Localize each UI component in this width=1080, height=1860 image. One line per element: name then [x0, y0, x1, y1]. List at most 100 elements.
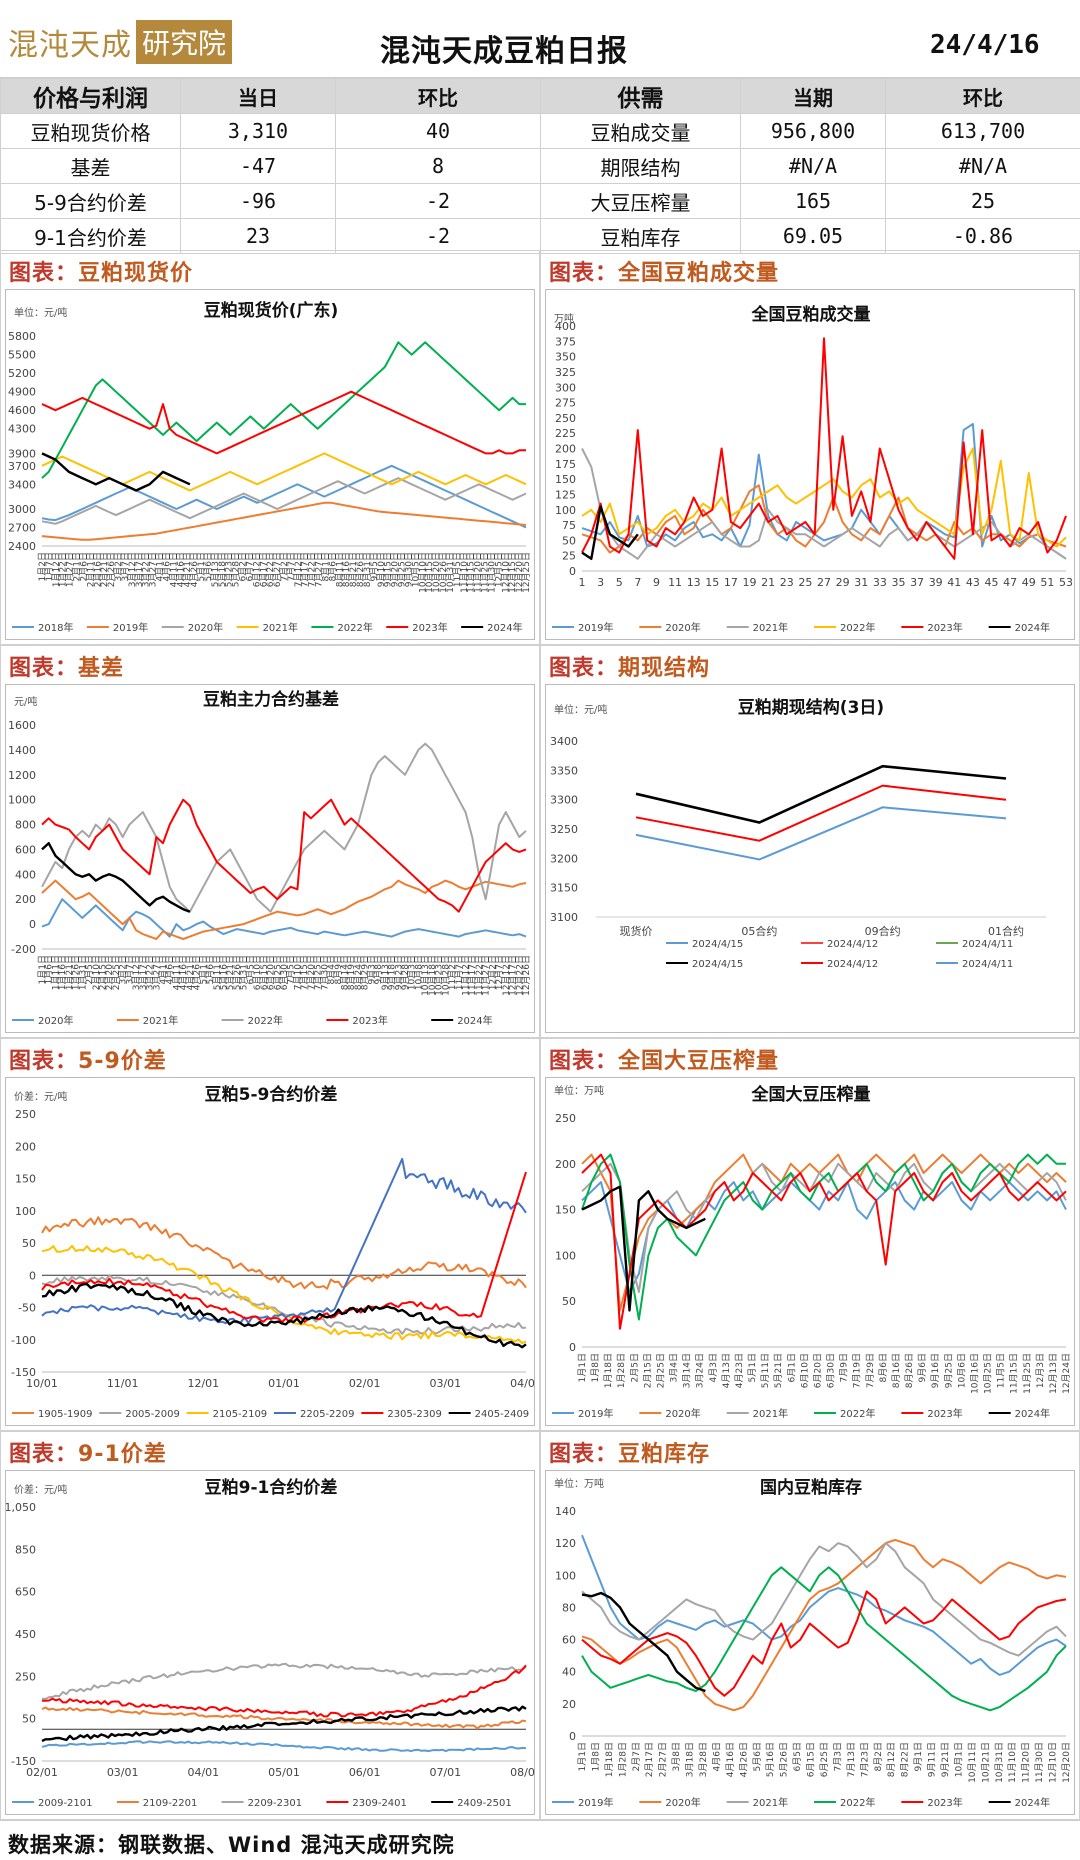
- kpi-change: 25: [885, 183, 1080, 219]
- y-tick-label: 800: [15, 819, 36, 832]
- x-tick-label: 8月29日: [360, 955, 371, 990]
- x-tick-label: 8月16日: [891, 1353, 902, 1388]
- y-tick-label: 100: [555, 504, 576, 517]
- data-source: 数据来源：钢联数据、Wind 混沌天成研究院: [8, 1833, 455, 1857]
- legend-label: 2022年: [248, 1014, 283, 1027]
- x-tick-label: 23: [780, 576, 794, 589]
- x-tick-label: 4月11日: [171, 955, 182, 990]
- y-tick-label: -150: [11, 1366, 36, 1379]
- legend-label: 2020年: [665, 1407, 700, 1420]
- x-tick-label: 1月16日: [57, 955, 68, 990]
- x-tick-label: 05/01: [268, 1766, 300, 1779]
- series-line: [635, 764, 1007, 824]
- legend-label: 2019年: [578, 621, 613, 634]
- legend-label: 2205-2209: [300, 1409, 355, 1420]
- x-tick-label: 31: [854, 576, 868, 589]
- y-tick-label: 5500: [8, 349, 36, 362]
- y-tick-label: 3000: [8, 503, 36, 516]
- series-line: [41, 1274, 527, 1335]
- x-tick-label: 1月7日: [44, 552, 55, 581]
- x-tick-label: 5月31日: [239, 955, 250, 990]
- x-tick-label: 3月28日: [698, 1742, 709, 1777]
- x-tick-label: 02/01: [26, 1766, 58, 1779]
- x-tick-label: 8月12日: [886, 1742, 897, 1777]
- panel-title: 图表：全国豆粕成交量: [549, 261, 780, 286]
- x-tick-label: 8月4日: [326, 955, 337, 984]
- report-date: 24/4/16: [930, 30, 1040, 60]
- term-structure-chart: 豆粕期现结构(3日) 单位：元/吨 3100 3150 3200 3250 3300 3350…: [550, 697, 1046, 970]
- legend-label: 2021年: [263, 621, 298, 634]
- legend-label: 2023年: [412, 621, 447, 634]
- x-tick-label: 37: [910, 576, 924, 589]
- y-tick-label: 50: [22, 1713, 36, 1726]
- y-tick-label: 400: [15, 868, 36, 881]
- x-tick-label: 1月31日: [77, 955, 88, 990]
- x-tick-label: 4月6日: [161, 552, 172, 581]
- x-tick-label: 11月7日: [454, 955, 465, 990]
- series-line: [41, 1171, 527, 1324]
- x-tick-label: 3月27日: [151, 955, 162, 990]
- kpi-value: 23: [180, 218, 336, 254]
- x-tick-label: 8月26日: [355, 552, 366, 587]
- x-tick-label: 4月3日: [708, 1353, 719, 1382]
- x-tick-label: 11月17日: [467, 955, 478, 996]
- x-tick-label: 3月7日: [120, 552, 131, 581]
- y-tick-label: 80: [562, 1601, 576, 1614]
- series-line: [41, 341, 526, 479]
- x-tick-label: 9月10日: [376, 552, 387, 587]
- x-tick-label: 17: [724, 576, 738, 589]
- x-tick-label: 6月12日: [251, 552, 262, 587]
- x-tick-label: 6月30日: [279, 955, 290, 990]
- kpi-label: 豆粕现货价格: [0, 113, 181, 149]
- kpi-value: 69.05: [740, 218, 886, 254]
- x-tick-label: 3月12日: [131, 955, 142, 990]
- x-tick-label: 9月28日: [400, 955, 411, 990]
- x-tick-label: 10月1日: [953, 1742, 964, 1777]
- x-tick-label: 1月1日: [577, 1742, 588, 1771]
- kpi-change: -2: [335, 183, 541, 219]
- x-tick-label: 6月25日: [272, 955, 283, 990]
- x-tick-label: 08/01: [510, 1766, 536, 1779]
- x-tick-label: 8月16日: [341, 552, 352, 587]
- x-tick-label: 12月5日: [493, 552, 504, 587]
- legend-label: 2022年: [840, 1796, 875, 1809]
- chart-title: 豆粕主力合约基差: [203, 689, 339, 710]
- series-line: [635, 806, 1007, 861]
- legend-label: 2009-2101: [38, 1798, 93, 1809]
- chart-unit: 元/吨: [14, 695, 37, 708]
- legend-label: 2023年: [927, 1407, 962, 1420]
- y-tick-label: -200: [11, 943, 36, 956]
- x-tick-label: 10月15日: [424, 552, 435, 593]
- series-line: [41, 1740, 527, 1753]
- legend-label: 2024/4/11: [962, 959, 1013, 970]
- series-line: [41, 464, 527, 529]
- x-tick-label: 7月15日: [299, 955, 310, 990]
- series-line: [635, 784, 1007, 842]
- x-tick-label: 09合约: [865, 924, 901, 938]
- legend-label: 2018年: [38, 621, 73, 634]
- x-tick-label: 7月12日: [293, 552, 304, 587]
- x-tick-label: 1月28日: [616, 1353, 627, 1388]
- legend-label: 2023年: [927, 1796, 962, 1809]
- y-tick-label: 400: [555, 320, 576, 333]
- x-tick-label: 10月21日: [980, 1742, 991, 1783]
- y-tick-label: 140: [555, 1505, 576, 1518]
- x-tick-label: 5月16日: [765, 1742, 776, 1777]
- y-tick-label: -50: [18, 1302, 36, 1315]
- x-tick-label: 4月21日: [185, 955, 196, 990]
- inventory-chart: 国内豆粕库存 单位：万吨 0 20 40 60 80 100 120 140 1月1日 1月8日 1月1…: [552, 1477, 1072, 1809]
- x-tick-label: 5月6日: [752, 1742, 763, 1771]
- x-tick-label: 2月7日: [631, 1742, 642, 1771]
- spread-9-1-chart: 豆粕9-1合约价差 价差：元/吨 -150 50 250 450 650 850 1,050 02…: [6, 1477, 536, 1809]
- y-tick-label: 4300: [8, 423, 36, 436]
- chart-unit: 单位：万吨: [554, 1084, 604, 1097]
- series-line: [41, 898, 527, 938]
- y-tick-label: 375: [555, 335, 576, 348]
- x-tick-label: 2月6日: [78, 552, 89, 581]
- x-tick-label: 10月13日: [420, 955, 431, 996]
- series-line: [581, 505, 639, 560]
- x-tick-label: 8月24日: [353, 955, 364, 990]
- x-tick-label: 12月26日: [521, 955, 532, 996]
- x-tick-label: 10月5日: [410, 552, 421, 587]
- x-tick-label: 6月17日: [258, 552, 269, 587]
